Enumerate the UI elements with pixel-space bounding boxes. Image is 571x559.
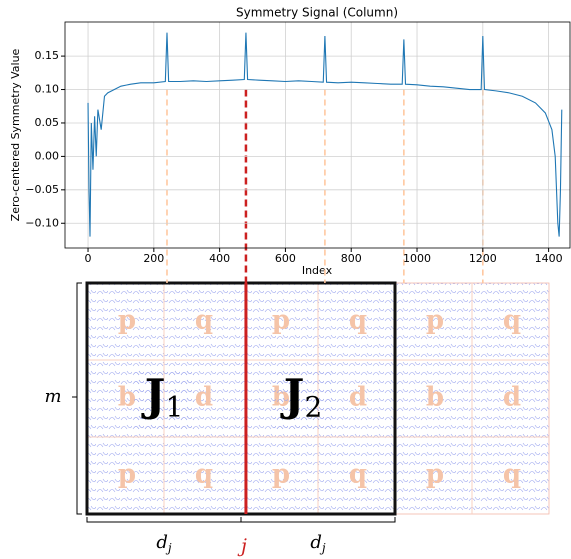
block-subscript: 1 — [166, 390, 184, 423]
x-axis-label: Index — [302, 264, 333, 277]
y-tick-label: 0.15 — [35, 49, 60, 62]
y-tick-label: 0.05 — [35, 116, 60, 129]
width-subscript: j — [319, 541, 326, 555]
tile-letter: q — [195, 306, 213, 336]
plot-frame — [64, 21, 571, 249]
tile-letter: b — [118, 383, 136, 413]
block-label: J1 — [141, 370, 184, 423]
y-tick-label: −0.05 — [25, 183, 59, 196]
tile-letter: d — [349, 383, 367, 413]
x-tick-label: 0 — [85, 252, 92, 265]
tile-letter: p — [272, 306, 290, 336]
tile-letter: d — [503, 383, 521, 413]
x-tick-label: 1400 — [535, 252, 563, 265]
tile-letter: q — [349, 460, 367, 490]
tile-letter: q — [503, 460, 521, 490]
x-tick-label: 400 — [209, 252, 230, 265]
y-tick-label: 0.10 — [35, 83, 60, 96]
tile-letter: q — [195, 460, 213, 490]
y-axis-label: Zero-centered Symmetry Value — [9, 48, 22, 221]
block-letter: J — [141, 370, 166, 421]
x-tick-label: 800 — [341, 252, 362, 265]
block-letter: J — [280, 370, 305, 421]
width-letter: d — [156, 532, 168, 553]
width-bracket — [240, 517, 396, 523]
x-tick-label: 1200 — [469, 252, 497, 265]
tile-letter: p — [118, 306, 136, 336]
split-label: j — [237, 535, 247, 557]
block-subscript: 2 — [305, 390, 323, 423]
tile-letter: p — [426, 306, 444, 336]
tile-letter: q — [503, 306, 521, 336]
tile-letter: p — [272, 460, 290, 490]
tile-letter: q — [349, 306, 367, 336]
chart-title: Symmetry Signal (Column) — [236, 6, 398, 20]
window-frame — [85, 281, 397, 516]
width-letter: d — [310, 532, 322, 553]
y-tick-label: 0.00 — [35, 149, 60, 162]
y-tick-label: −0.10 — [25, 216, 59, 229]
tile-letter: p — [426, 460, 444, 490]
tile-letter: p — [118, 460, 136, 490]
x-tick-label: 1000 — [403, 252, 431, 265]
signal-line — [87, 32, 563, 237]
tile-letter: b — [426, 383, 444, 413]
height-label: m — [44, 386, 61, 407]
width-label: dj — [310, 532, 326, 555]
block-label: J2 — [280, 370, 323, 423]
label-backdrop — [273, 368, 333, 429]
tile-letter: d — [195, 383, 213, 413]
x-tick-label: 200 — [143, 252, 164, 265]
width-subscript: j — [165, 541, 172, 555]
label-backdrop — [134, 368, 194, 429]
x-tick-label: 600 — [275, 252, 296, 265]
height-bracket — [72, 282, 82, 515]
width-bracket — [86, 517, 242, 523]
width-label: dj — [156, 532, 172, 555]
